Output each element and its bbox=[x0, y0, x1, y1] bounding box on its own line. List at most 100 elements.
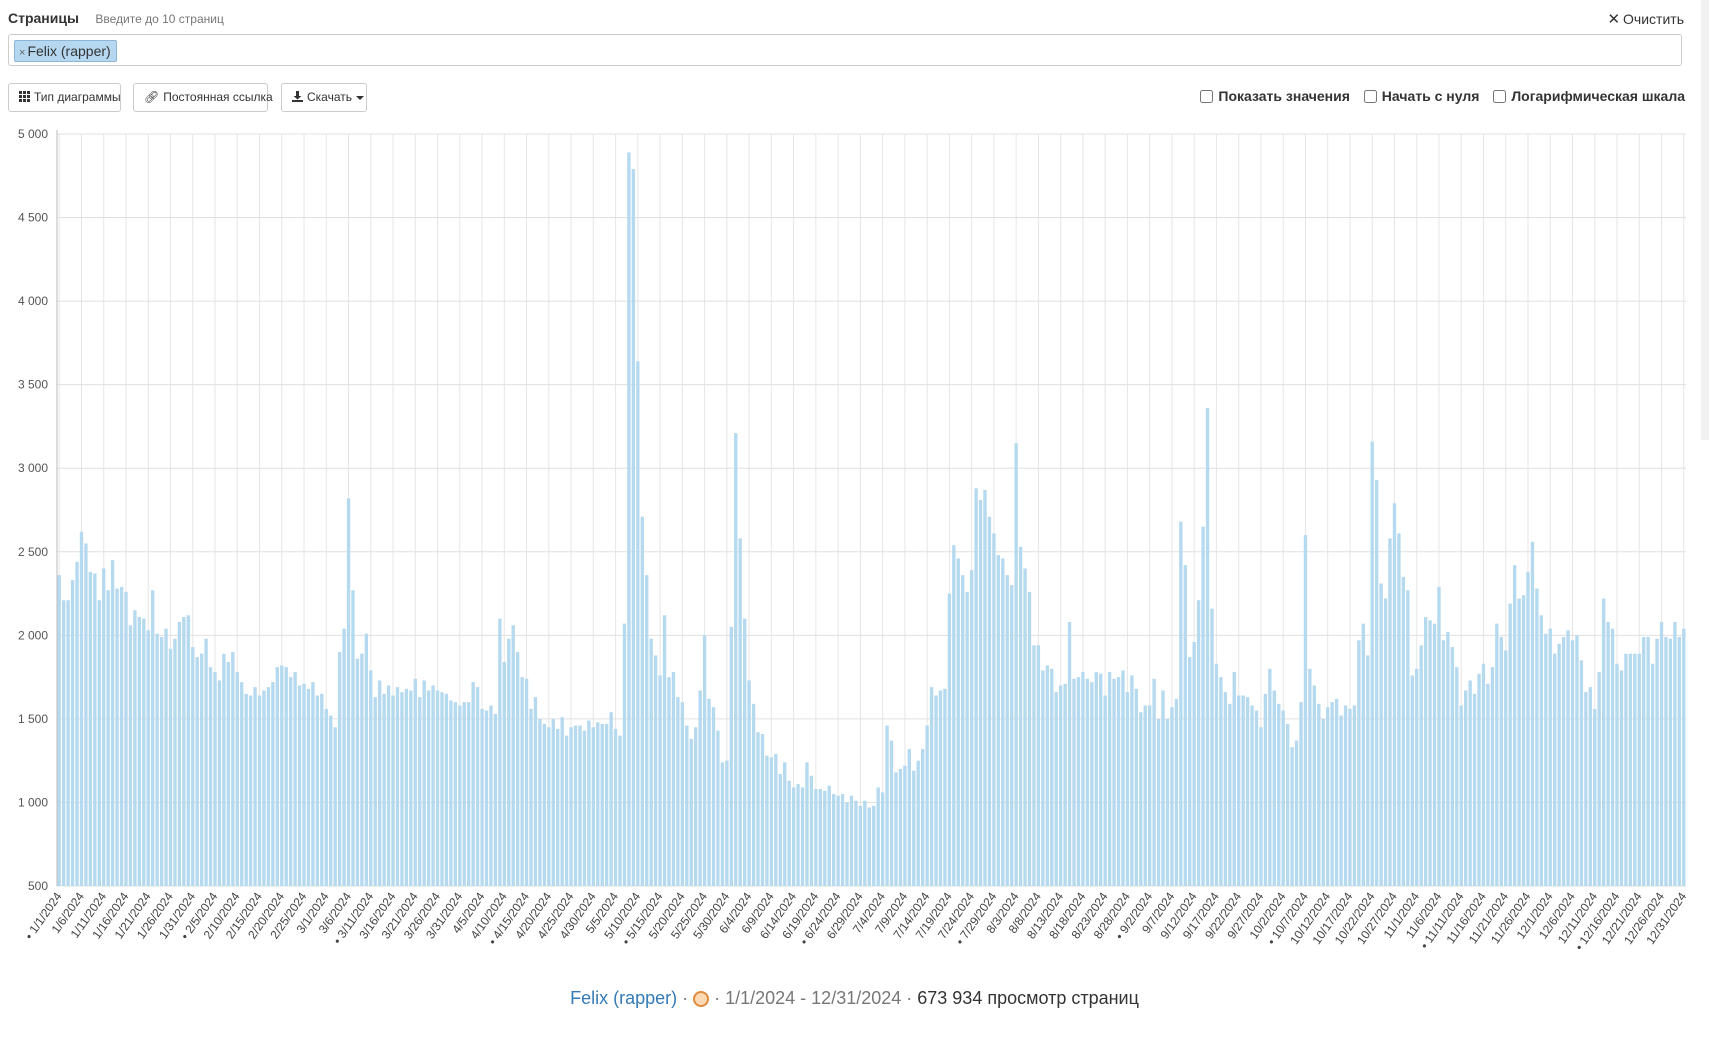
bar bbox=[921, 748, 925, 886]
bar bbox=[858, 805, 863, 886]
bar bbox=[769, 757, 774, 886]
legend-total-views: 673 934 просмотр страниц bbox=[917, 988, 1139, 1008]
log-scale-checkbox[interactable] bbox=[1493, 89, 1507, 103]
bar bbox=[213, 672, 217, 886]
bar bbox=[475, 687, 480, 886]
bar bbox=[1624, 653, 1628, 886]
bar bbox=[1041, 670, 1045, 886]
chart-type-button[interactable]: Тип диаграммы bbox=[8, 83, 121, 112]
bar bbox=[404, 688, 409, 886]
bar bbox=[1544, 633, 1548, 886]
bar bbox=[1664, 637, 1668, 886]
bar bbox=[106, 590, 110, 886]
clear-button[interactable]: ✕ Очистить bbox=[1607, 10, 1684, 28]
bar bbox=[1401, 576, 1406, 886]
bar bbox=[765, 755, 769, 886]
bar bbox=[1277, 703, 1281, 886]
bar bbox=[297, 685, 302, 886]
bar bbox=[346, 498, 351, 886]
begin-zero-option[interactable]: Начать с нуля bbox=[1363, 88, 1479, 104]
bar bbox=[1370, 441, 1374, 886]
remove-tag-icon[interactable]: × bbox=[19, 47, 26, 59]
bar bbox=[1673, 621, 1677, 886]
bar bbox=[1584, 692, 1588, 886]
page-tag[interactable]: × Felix (rapper) bbox=[14, 40, 117, 62]
y-axis: 5 000 4 500 4 000 3 500 3 000 2 500 2 000 1 500… bbox=[18, 127, 58, 893]
bar bbox=[809, 775, 814, 886]
bar bbox=[662, 615, 667, 886]
bar bbox=[70, 580, 75, 886]
legend-article-link[interactable]: Felix (rapper) bbox=[570, 988, 678, 1008]
bar bbox=[645, 575, 649, 886]
legend-separator: · bbox=[709, 988, 726, 1008]
pages-hint: Введите до 10 страниц bbox=[95, 12, 224, 26]
legend-separator: · bbox=[677, 988, 694, 1008]
bar bbox=[1388, 538, 1392, 886]
bar bbox=[992, 533, 996, 886]
bar bbox=[266, 687, 271, 886]
bar bbox=[1321, 718, 1325, 886]
bar bbox=[747, 680, 751, 886]
bar bbox=[1517, 598, 1521, 886]
bar bbox=[872, 805, 876, 886]
bar bbox=[1423, 616, 1428, 886]
bar bbox=[823, 790, 827, 886]
bar bbox=[253, 687, 257, 886]
bar bbox=[1526, 571, 1530, 886]
bar bbox=[1205, 408, 1210, 886]
bar bbox=[1642, 637, 1646, 886]
bar bbox=[315, 695, 320, 886]
bar bbox=[685, 725, 689, 886]
bar bbox=[1045, 665, 1049, 886]
bar bbox=[324, 708, 328, 886]
bar bbox=[1428, 620, 1432, 886]
bar bbox=[1072, 678, 1076, 886]
bar bbox=[689, 738, 693, 886]
x-axis: • 1/1/20241/6/20241/11/20241/16/20241/21… bbox=[22, 889, 1689, 953]
bar bbox=[115, 588, 119, 886]
scrollbar[interactable] bbox=[1701, 0, 1709, 440]
legend-separator: · bbox=[901, 988, 918, 1008]
bar bbox=[551, 718, 555, 886]
begin-zero-checkbox[interactable] bbox=[1363, 89, 1377, 103]
bar bbox=[177, 621, 182, 886]
y-tick-label: 4 000 bbox=[18, 294, 48, 308]
bar bbox=[1058, 685, 1063, 886]
bar bbox=[978, 499, 983, 886]
bar bbox=[231, 652, 235, 886]
bar bbox=[1553, 653, 1557, 886]
log-scale-option[interactable]: Логарифмическая шкала bbox=[1493, 88, 1685, 104]
bar bbox=[1410, 675, 1414, 886]
bar bbox=[609, 712, 613, 886]
bar bbox=[987, 516, 992, 886]
bar bbox=[796, 784, 800, 886]
bar bbox=[217, 680, 222, 886]
bar bbox=[1192, 642, 1196, 886]
bar bbox=[1530, 541, 1535, 886]
download-button[interactable]: Скачать bbox=[281, 83, 367, 112]
bar bbox=[1361, 623, 1365, 886]
show-values-option[interactable]: Показать значения bbox=[1200, 88, 1350, 104]
bar bbox=[1383, 598, 1388, 886]
bar bbox=[1130, 675, 1134, 886]
bar bbox=[929, 687, 934, 886]
bar bbox=[1076, 677, 1081, 886]
bar bbox=[1308, 668, 1312, 886]
bar bbox=[1512, 565, 1517, 886]
bar bbox=[208, 667, 213, 886]
permalink-button[interactable]: 🔗︎ Постоянная ссылка bbox=[133, 83, 273, 112]
bar bbox=[88, 571, 93, 886]
pageviews-chart[interactable]: 5 000 4 500 4 000 3 500 3 000 2 500 2 000 1 500… bbox=[0, 120, 1709, 980]
bar bbox=[1312, 685, 1317, 886]
bar bbox=[1161, 690, 1165, 886]
pages-input[interactable]: × Felix (rapper) bbox=[8, 34, 1682, 66]
bar bbox=[734, 433, 738, 886]
page-tag-label: Felix (rapper) bbox=[27, 43, 111, 59]
download-icon bbox=[292, 84, 303, 111]
show-values-checkbox[interactable] bbox=[1200, 89, 1214, 103]
bar bbox=[1170, 707, 1174, 886]
chart-legend: Felix (rapper) · · 1/1/2024 - 12/31/2024… bbox=[0, 988, 1709, 1009]
bar bbox=[1539, 615, 1544, 886]
bar bbox=[1579, 660, 1584, 886]
bar bbox=[1272, 690, 1276, 886]
